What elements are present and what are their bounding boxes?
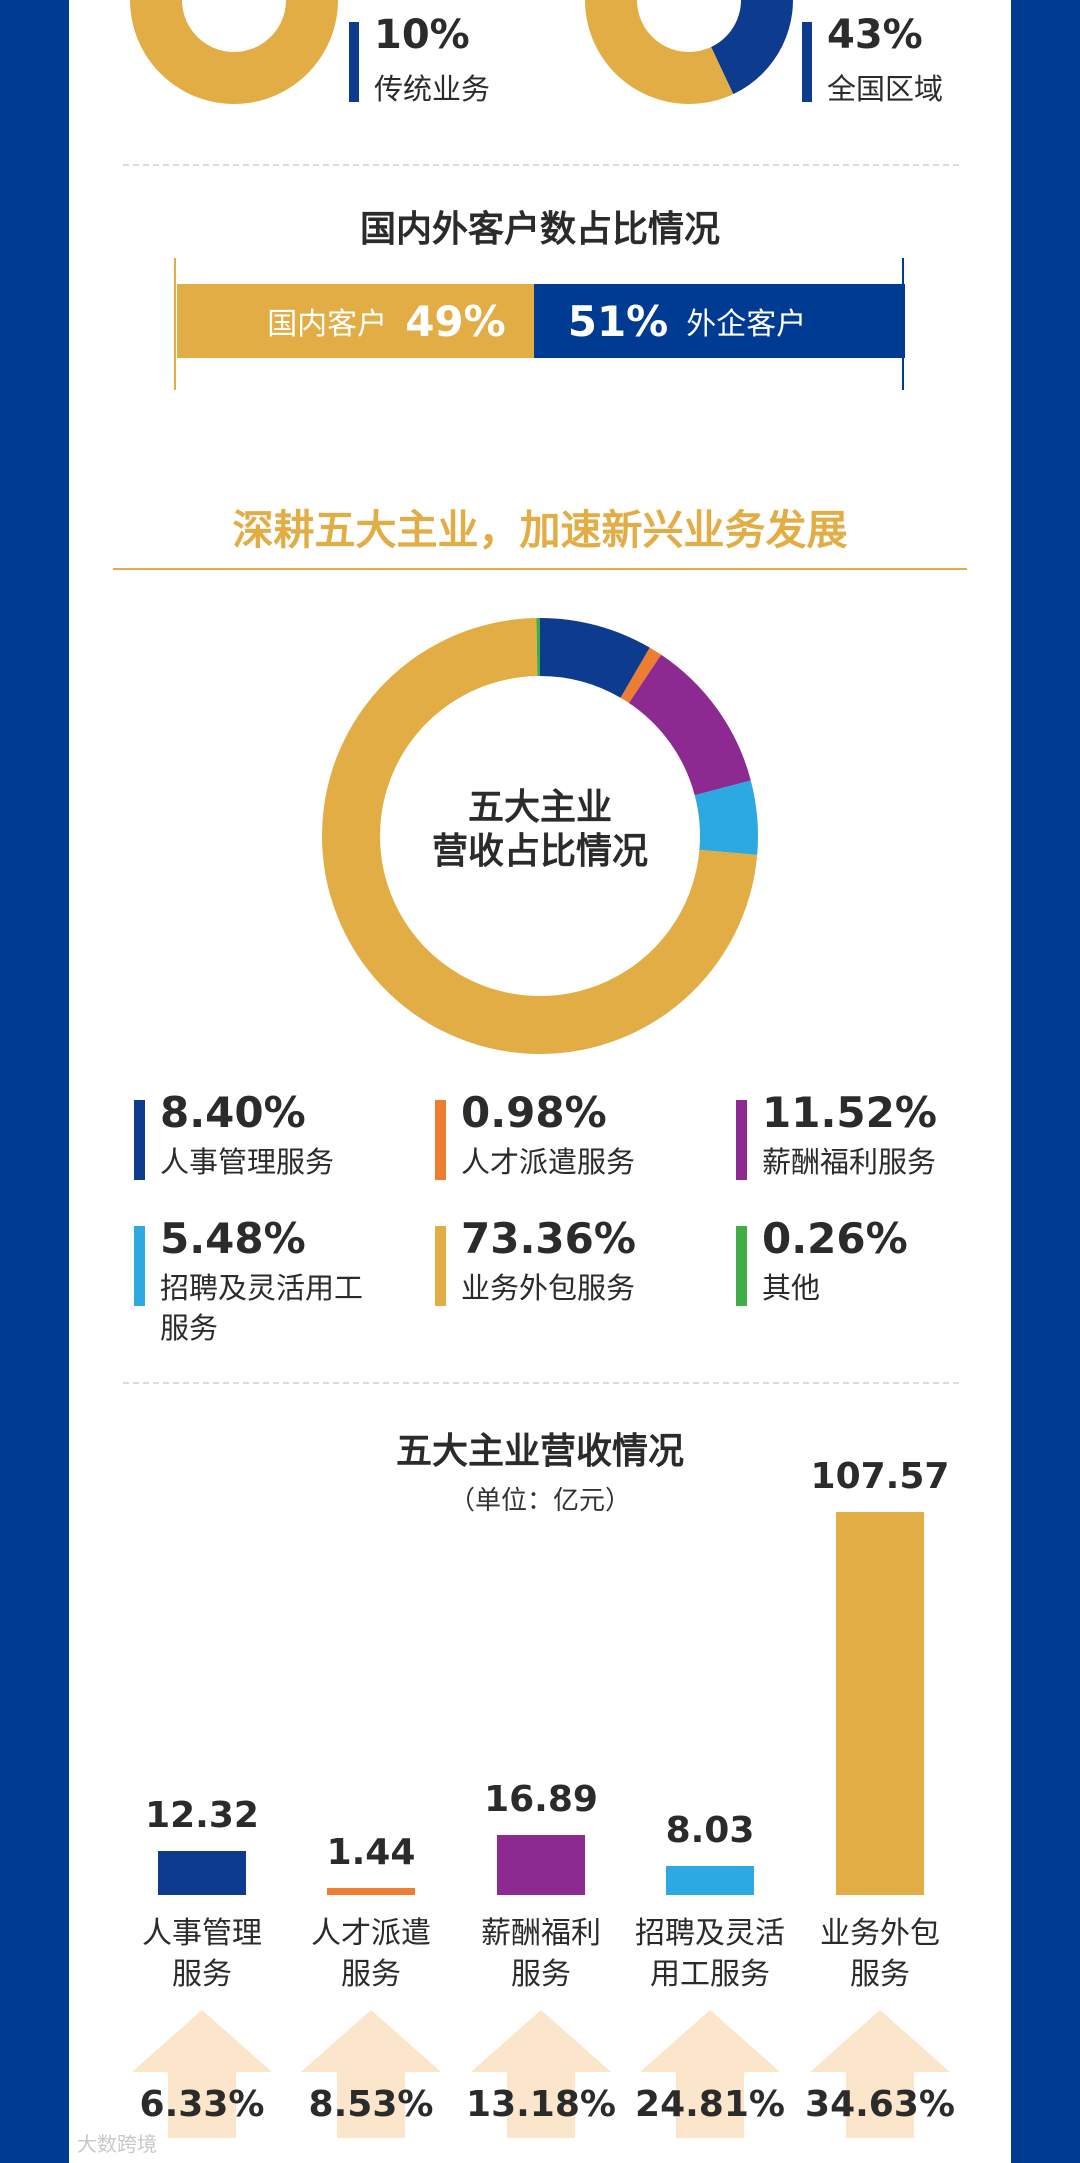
legend-percent: 11.52%: [762, 1088, 937, 1137]
donut-slice-1: [620, 647, 662, 703]
growth-arrow-icon-1: [301, 2010, 441, 2138]
divider-1: [123, 164, 959, 166]
legend-label: 人才派遣服务: [461, 1145, 636, 1179]
bar-chart-unit: （单位：亿元）: [448, 1486, 631, 1516]
traditional-business-accent-bar: [349, 22, 359, 102]
bar-value-label-3: 8.03: [665, 1810, 755, 1852]
bar-category-label-2: 薪酬福利 服务: [481, 1916, 601, 1992]
growth-arrow-icon-0: [132, 2010, 272, 2138]
legend-percent: 73.36%: [461, 1214, 636, 1263]
legend-label: 其他: [762, 1271, 821, 1305]
foreign-percent: 51%: [567, 296, 669, 346]
legend-swatch: [134, 1100, 145, 1180]
legend-label: 人事管理服务: [160, 1145, 335, 1179]
traditional-business-remainder-arc: [130, 0, 338, 104]
national-region-highlight-arc: [711, 0, 793, 95]
donut-slice-0: [540, 618, 650, 698]
bar-category-label-3: 招聘及灵活 用工服务: [635, 1916, 785, 1992]
client-split-bar: 国内客户 49% 51% 外企客户: [177, 284, 905, 358]
legend-label: 薪酬福利服务: [762, 1145, 937, 1179]
legend-swatch: [435, 1100, 446, 1180]
revenue-share-donut: [322, 618, 758, 1054]
foreign-segment: 51% 外企客户: [533, 284, 905, 358]
donut-center-line2: 营收占比情况: [431, 831, 648, 872]
foreign-label: 外企客户: [686, 307, 807, 342]
growth-rate-0: 6.33%: [139, 2084, 265, 2125]
bar-3: [666, 1866, 754, 1895]
domestic-segment: 国内客户 49%: [177, 284, 534, 358]
national-region-label: 全国区域: [827, 72, 944, 106]
bar-category-label-0: 人事管理 服务: [142, 1916, 262, 1992]
donut-center-line1: 五大主业: [467, 787, 612, 828]
growth-arrow-icon-4: [810, 2010, 950, 2138]
section-heading-underline: [113, 568, 967, 570]
domestic-percent: 49%: [405, 296, 506, 346]
growth-rate-1: 8.53%: [308, 2084, 434, 2125]
national-region-ring: [585, 0, 793, 104]
legend-percent: 8.40%: [160, 1088, 306, 1137]
bar-0: [158, 1851, 246, 1895]
section-heading: 深耕五大主业，加速新兴业务发展: [232, 506, 848, 554]
bar-2: [497, 1834, 585, 1895]
national-region-percent: 43%: [827, 12, 923, 58]
split-left-bracket: [174, 258, 176, 390]
growth-rate-2: 13.18%: [466, 2084, 616, 2125]
donut-slice-3: [694, 780, 758, 855]
bar-value-label-0: 12.32: [145, 1795, 259, 1837]
national-region-remainder-arc: [585, 0, 734, 104]
legend-swatch: [736, 1100, 747, 1180]
traditional-business-ring: [130, 0, 338, 104]
report-panel: 10% 传统业务 43% 全国区域 国内外客户数占比情况 国内客户 49% 51…: [69, 0, 1011, 2163]
legend-label: 招聘及灵活用工服务: [160, 1271, 364, 1345]
bar-chart-title: 五大主业营收情况: [395, 1431, 684, 1472]
growth-rate-4: 34.63%: [805, 2084, 955, 2125]
traditional-business-percent: 10%: [374, 12, 470, 58]
bar-1: [327, 1888, 415, 1895]
legend-percent: 0.98%: [461, 1088, 607, 1137]
bar-value-label-2: 16.89: [484, 1778, 598, 1820]
bar-value-label-4: 107.57: [810, 1456, 950, 1497]
bar-category-label-1: 人才派遣 服务: [311, 1916, 431, 1992]
bar-value-label-1: 1.44: [326, 1832, 416, 1873]
watermark: 大数跨境: [77, 2132, 157, 2156]
legend-swatch: [134, 1226, 145, 1306]
donut-slice-2: [628, 654, 751, 796]
growth-arrow-icon-2: [471, 2010, 611, 2138]
domestic-label: 国内客户: [267, 307, 388, 342]
client-split-title: 国内外客户数占比情况: [359, 209, 720, 250]
bar-4: [836, 1512, 924, 1895]
bar-category-label-4: 业务外包 服务: [820, 1916, 940, 1992]
legend-percent: 0.26%: [762, 1214, 908, 1263]
legend-label: 业务外包服务: [461, 1271, 636, 1305]
legend-swatch: [435, 1226, 446, 1306]
national-region-accent-bar: [802, 22, 812, 102]
growth-rate-3: 24.81%: [635, 2084, 785, 2125]
legend-percent: 5.48%: [160, 1214, 306, 1263]
growth-arrow-icon-3: [640, 2010, 780, 2138]
traditional-business-label: 传统业务: [374, 72, 491, 106]
donut-slice-5: [536, 618, 540, 677]
legend-swatch: [736, 1226, 747, 1306]
divider-2: [123, 1382, 959, 1384]
